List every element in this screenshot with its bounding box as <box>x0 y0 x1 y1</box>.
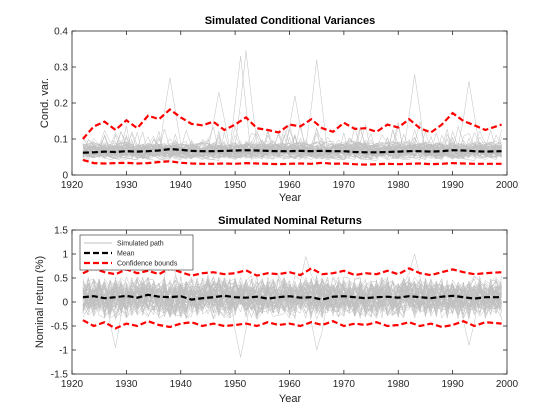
nominal-returns-xtick-label: 1990 <box>442 379 465 390</box>
cond-var-xtick-label: 1940 <box>170 180 193 191</box>
cond-var-xtick-label: 1990 <box>442 180 465 191</box>
cond-var-ytick-label: 0.4 <box>54 27 68 38</box>
nominal-returns-lower-bound-line <box>82 319 502 330</box>
nominal-returns-xtick-label: 1980 <box>387 379 410 390</box>
cond-var-xtick-label: 1970 <box>333 180 356 191</box>
nominal-returns-simulated-path <box>82 276 502 319</box>
cond-var-simulated-path <box>82 125 502 161</box>
nominal-returns-simulated-path <box>82 275 502 313</box>
nominal-returns-mean-line <box>82 293 502 301</box>
cond-var-chart: Simulated Conditional Variances 1920 1930… <box>39 15 519 204</box>
cond-var-ytick-label: 0 <box>62 171 68 182</box>
nominal-returns-ytick-label: 0 <box>62 298 68 309</box>
cond-var-ytick-label: 0.1 <box>54 135 68 146</box>
nominal-returns-xlabel: Year <box>279 393 302 405</box>
nominal-returns-summary-lines <box>82 267 502 330</box>
nominal-returns-xtick-label: 2000 <box>496 379 519 390</box>
legend-label-confidence-bounds: Confidence bounds <box>117 261 178 268</box>
cond-var-simulated-path <box>82 141 502 160</box>
cond-var-ylabel: Cond. var. <box>39 78 51 128</box>
nominal-returns-ytick-label: 0.5 <box>54 274 68 285</box>
legend-label-mean: Mean <box>117 251 135 258</box>
nominal-returns-title: Simulated Nominal Returns <box>218 215 362 227</box>
nominal-returns-xtick-label: 1970 <box>333 379 356 390</box>
cond-var-ytick-label: 0.3 <box>54 63 68 74</box>
nominal-returns-y-ticks: -1.5 -1 -0.5 0 0.5 1 1.5 <box>51 226 507 381</box>
nominal-returns-x-ticks: 1920 1930 1940 1950 1960 1970 1980 1990 2000 <box>61 230 519 390</box>
cond-var-xlabel: Year <box>279 192 302 204</box>
nominal-returns-simulated-path <box>82 278 502 319</box>
nominal-returns-ytick-label: -0.5 <box>51 322 69 333</box>
nominal-returns-ytick-label: -1 <box>59 346 68 357</box>
nominal-returns-chart: Simulated Nominal Returns 1920 1930 1940 19… <box>34 215 519 405</box>
cond-var-xtick-label: 1950 <box>224 180 247 191</box>
legend-label-simulated-path: Simulated path <box>117 241 164 248</box>
nominal-returns-xtick-label: 1920 <box>61 379 84 390</box>
nominal-returns-xtick-label: 1940 <box>170 379 193 390</box>
cond-var-xtick-label: 1930 <box>115 180 138 191</box>
cond-var-ytick-label: 0.2 <box>54 99 68 110</box>
nominal-returns-ytick-label: 1 <box>62 250 68 261</box>
cond-var-summary-lines <box>82 108 502 166</box>
cond-var-simulated-path <box>82 125 502 159</box>
cond-var-simulated-path <box>82 125 502 161</box>
cond-var-xtick-label: 1920 <box>61 180 84 191</box>
nominal-returns-xtick-label: 1960 <box>278 379 301 390</box>
cond-var-title: Simulated Conditional Variances <box>205 15 376 27</box>
legend: Simulated path Mean Confidence bounds <box>79 234 194 271</box>
cond-var-lower-bound-line <box>82 158 502 166</box>
nominal-returns-xtick-label: 1930 <box>115 379 138 390</box>
cond-var-mean-line <box>82 147 502 154</box>
cond-var-simulated-path <box>82 136 502 160</box>
cond-var-y-ticks: 0 0.1 0.2 0.3 0.4 <box>54 27 507 182</box>
nominal-returns-ytick-label: -1.5 <box>51 370 69 381</box>
cond-var-upper-bound-line <box>82 108 502 140</box>
cond-var-xtick-label: 1980 <box>387 180 410 191</box>
nominal-returns-simulated-path <box>82 276 502 319</box>
nominal-returns-ytick-label: 1.5 <box>54 226 68 237</box>
nominal-returns-simulated-path <box>82 277 502 320</box>
nominal-returns-upper-bound-line <box>82 267 502 277</box>
nominal-returns-xtick-label: 1950 <box>224 379 247 390</box>
cond-var-xtick-label: 1960 <box>278 180 301 191</box>
cond-var-xtick-label: 2000 <box>496 180 519 191</box>
cond-var-x-ticks: 1920 1930 1940 1950 1960 1970 1980 1990 2000 <box>61 31 519 191</box>
nominal-returns-ylabel: Nominal return (%) <box>34 256 46 348</box>
